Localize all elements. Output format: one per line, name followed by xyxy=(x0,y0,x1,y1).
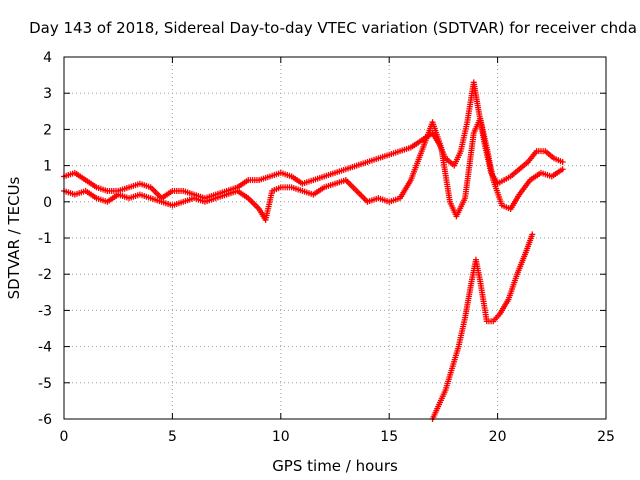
x-tick-label: 15 xyxy=(380,429,398,445)
chart-title: Day 143 of 2018, Sidereal Day-to-day VTE… xyxy=(29,19,637,37)
data-point xyxy=(559,158,566,165)
y-tick-label: -4 xyxy=(38,340,52,356)
x-tick-label: 25 xyxy=(597,429,615,445)
y-tick-label: 2 xyxy=(43,122,52,138)
y-tick-label: 1 xyxy=(43,159,52,175)
data-point xyxy=(529,231,536,238)
y-tick-label: 0 xyxy=(43,195,52,211)
y-tick-label: 3 xyxy=(43,86,52,102)
y-axis-ticks: -6 -5 -4 -3 -2 -1 0 1 2 3 4 xyxy=(38,50,606,428)
x-axis-label: GPS time / hours xyxy=(272,457,398,475)
x-tick-label: 20 xyxy=(489,429,507,445)
x-tick-label: 0 xyxy=(60,429,69,445)
y-tick-label: -6 xyxy=(38,412,52,428)
y-tick-label: -2 xyxy=(38,267,52,283)
x-tick-label: 5 xyxy=(168,429,177,445)
x-tick-label: 10 xyxy=(272,429,290,445)
x-axis-ticks: 0 5 10 15 20 25 xyxy=(60,57,615,445)
data-marks xyxy=(61,79,566,422)
y-tick-label: -3 xyxy=(38,303,52,319)
y-tick-label: -1 xyxy=(38,231,52,247)
y-tick-label: 4 xyxy=(43,50,52,66)
grid xyxy=(64,57,606,419)
data-point xyxy=(559,166,566,173)
y-tick-label: -5 xyxy=(38,376,52,392)
y-axis-label: SDTVAR / TECUs xyxy=(5,176,23,299)
